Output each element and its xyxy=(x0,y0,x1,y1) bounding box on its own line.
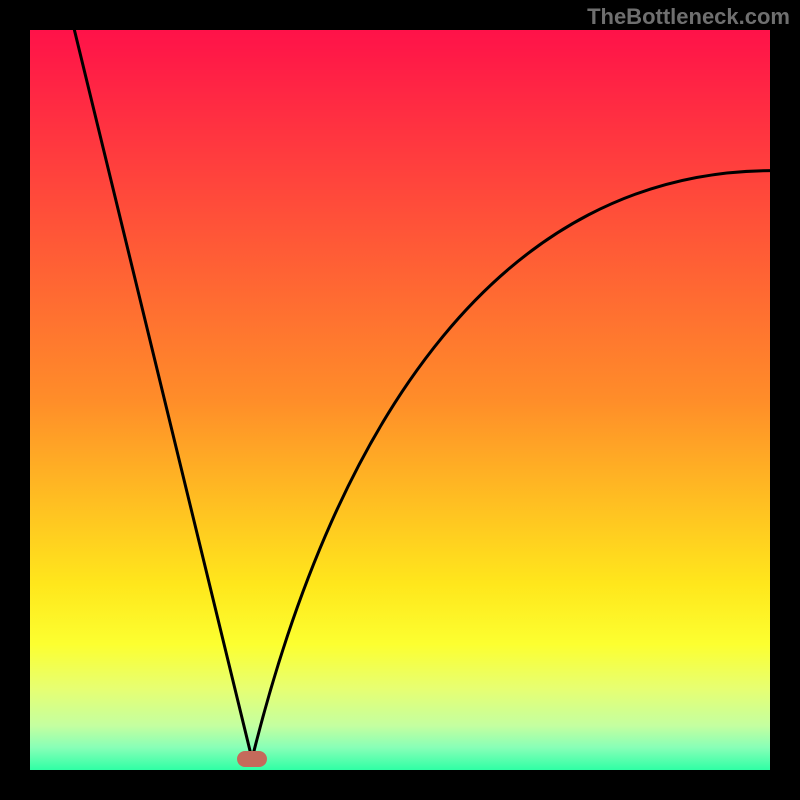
curve-path xyxy=(74,30,770,759)
watermark-text: TheBottleneck.com xyxy=(587,4,790,30)
bottleneck-curve xyxy=(30,30,770,770)
vertex-marker xyxy=(237,751,267,767)
chart-container: TheBottleneck.com xyxy=(0,0,800,800)
plot-area xyxy=(30,30,770,770)
